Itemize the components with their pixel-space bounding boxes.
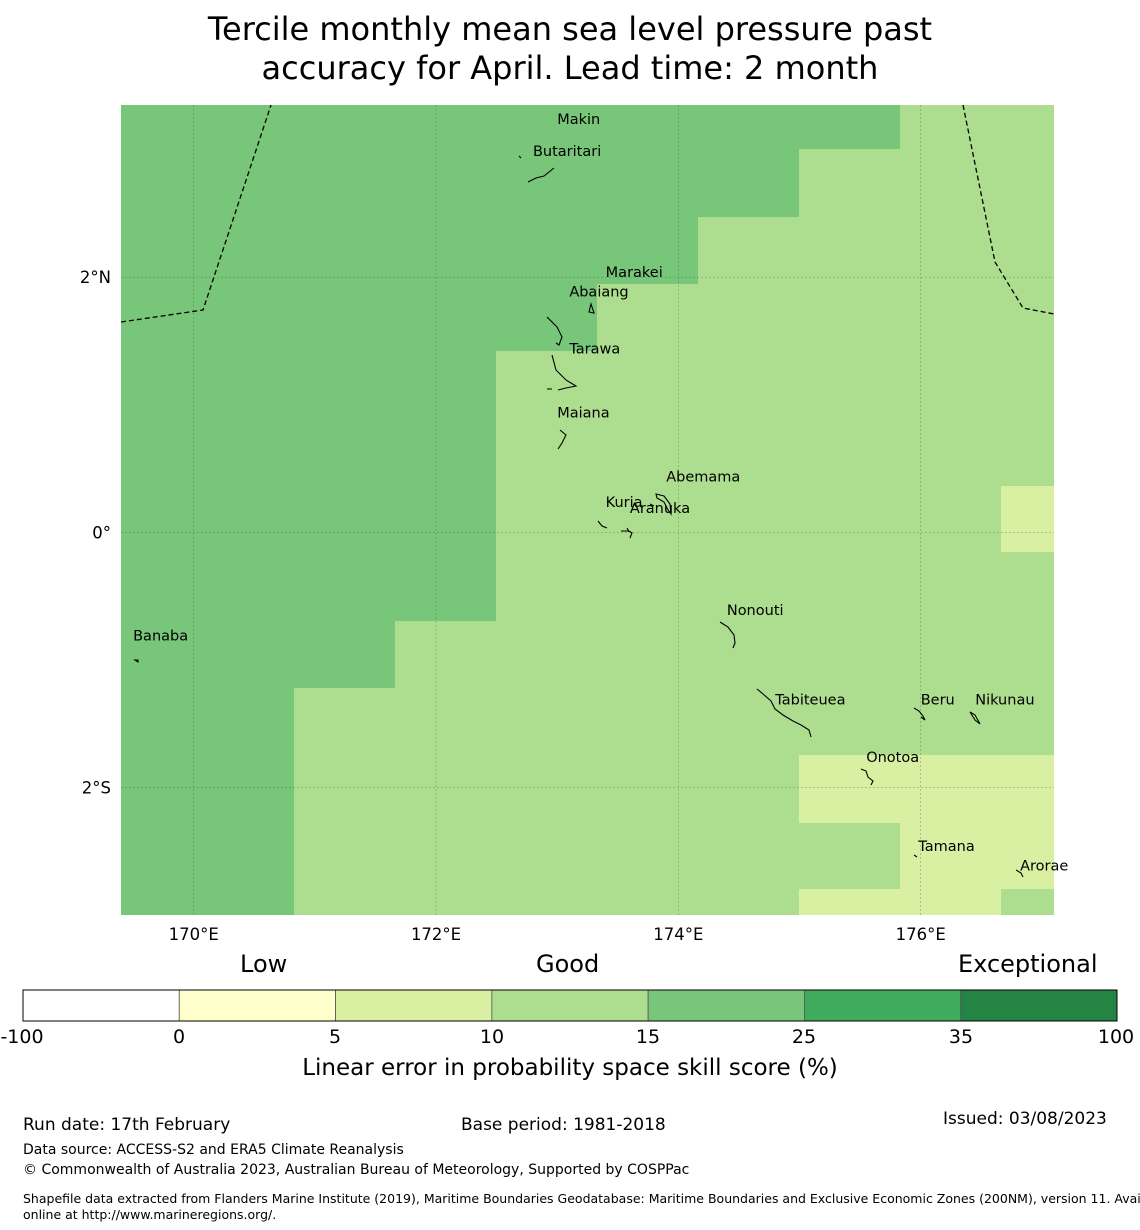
colorbar-label: Linear error in probability space skill …	[302, 1055, 838, 1081]
colorbar-bin	[491, 989, 649, 1022]
title-line-1: Tercile monthly mean sea level pressure …	[207, 10, 933, 48]
place-label: Butaritari	[533, 144, 601, 160]
place-label: Nikunau	[975, 693, 1034, 709]
colorbar-bin	[178, 989, 336, 1022]
place-label: Tabiteuea	[774, 693, 845, 709]
place-label: Banaba	[133, 629, 188, 645]
skill-grid	[121, 105, 1054, 915]
island-abaiang	[546, 316, 563, 346]
place-label: Nonouti	[727, 603, 784, 619]
shapefile-credit-line-1: Shapefile data extracted from Flanders M…	[23, 1191, 1140, 1206]
copyright: © Commonwealth of Australia 2023, Austra…	[23, 1162, 690, 1178]
place-label: Maiana	[557, 406, 609, 422]
colorbar-tick: 15	[635, 1026, 661, 1048]
island-tabiteuea	[756, 688, 812, 738]
island-arorae	[1015, 869, 1024, 878]
colorbar-tick: 35	[948, 1026, 974, 1048]
shapefile-credit: Shapefile data extracted from Flanders M…	[23, 1191, 1140, 1223]
colorbar-bin	[335, 989, 493, 1022]
run-date: Run date: 17th February	[23, 1115, 231, 1135]
place-label: Aranuka	[630, 501, 690, 517]
island-tamana	[913, 854, 918, 858]
eez-boundaries	[120, 104, 1055, 323]
island-beru	[913, 707, 926, 721]
colorbar	[22, 989, 1118, 1022]
island-outlines	[133, 155, 1024, 878]
axis-tick-labels: 170°E 172°E 174°E 176°E 2°N 0° 2°S	[80, 268, 946, 944]
island-makin	[518, 155, 522, 159]
place-label: Beru	[921, 693, 955, 709]
title-line-2: accuracy for April. Lead time: 2 month	[261, 49, 879, 87]
eez-boundary-east	[962, 104, 1055, 315]
place-label: Tamana	[917, 839, 974, 855]
colorbar-bin	[647, 989, 805, 1022]
island-aranuka	[621, 527, 633, 539]
colorbar-bin	[22, 989, 180, 1022]
eez-boundary-west	[120, 104, 272, 323]
place-label: Arorae	[1020, 858, 1068, 874]
lon-tick-label: 172°E	[411, 925, 461, 944]
graticule	[121, 105, 1054, 915]
lat-tick-label: 0°	[92, 523, 111, 542]
lat-tick-label: 2°S	[82, 778, 111, 797]
place-label: Makin	[557, 112, 600, 128]
place-label: Marakei	[606, 265, 663, 281]
island-onotoa	[860, 768, 874, 786]
island-butaritari	[527, 167, 555, 183]
lon-tick-label: 174°E	[653, 925, 703, 944]
lon-tick-label: 170°E	[169, 925, 219, 944]
island-maiana	[557, 429, 567, 450]
island-kuria	[597, 520, 608, 529]
lat-tick-label: 2°N	[80, 268, 111, 287]
place-label: Abaiang	[569, 284, 628, 300]
colorbar-tick: 100	[1097, 1026, 1135, 1048]
colorbar-bin	[960, 989, 1118, 1022]
island-tarawa	[547, 354, 578, 391]
place-label: Kuria	[606, 495, 643, 511]
colorbar-bin	[804, 989, 962, 1022]
lon-tick-label: 176°E	[896, 925, 946, 944]
category-low: Low	[240, 950, 288, 978]
place-label: Tarawa	[568, 342, 620, 358]
colorbar-tick: 0	[172, 1026, 186, 1048]
place-label: Onotoa	[866, 750, 919, 766]
island-banaba	[133, 659, 139, 664]
colorbar-tick: -100	[0, 1026, 44, 1048]
data-source: Data source: ACCESS-S2 and ERA5 Climate …	[23, 1142, 404, 1158]
colorbar-frame	[22, 989, 1118, 1022]
issued-date: Issued: 03/08/2023	[943, 1109, 1107, 1129]
island-abemama	[649, 493, 672, 516]
chart-title: Tercile monthly mean sea level pressure …	[0, 10, 1140, 88]
island-marakei	[588, 302, 595, 314]
shapefile-credit-line-2: online at http://www.marineregions.org/.	[23, 1207, 277, 1222]
category-exceptional: Exceptional	[958, 950, 1098, 978]
colorbar-tick: 5	[328, 1026, 342, 1048]
skill-region-low	[799, 755, 1054, 915]
skill-region-higher	[121, 105, 900, 915]
island-nonouti	[719, 621, 736, 649]
island-nikunau	[969, 711, 981, 725]
base-period: Base period: 1981-2018	[461, 1115, 666, 1135]
skill-region-low	[1001, 486, 1054, 552]
place-label: Abemama	[666, 469, 740, 485]
category-good: Good	[536, 950, 600, 978]
island-labels: Makin Butaritari Marakei Abaiang Tarawa Maian…	[133, 112, 1068, 874]
colorbar-tick: 10	[479, 1026, 505, 1048]
colorbar-tick: 25	[791, 1026, 817, 1048]
